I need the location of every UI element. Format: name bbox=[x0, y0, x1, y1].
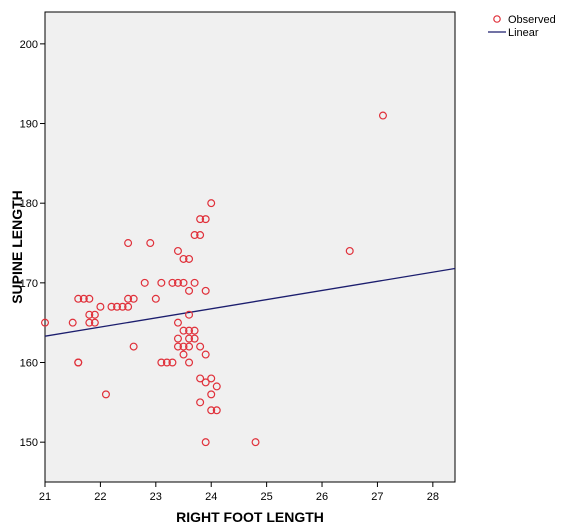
observed-point bbox=[185, 310, 194, 319]
linear-fit-line bbox=[45, 267, 455, 337]
legend-observed-marker bbox=[493, 15, 501, 23]
observed-point bbox=[168, 358, 177, 367]
observed-point bbox=[113, 302, 122, 311]
observed-point bbox=[179, 278, 188, 287]
points-layer bbox=[40, 111, 387, 447]
y-axis-title: SUPINE LENGTH bbox=[9, 190, 25, 304]
legend-observed-label: Observed bbox=[508, 14, 556, 26]
observed-point bbox=[85, 294, 94, 303]
observed-point bbox=[345, 246, 354, 255]
observed-point bbox=[185, 254, 194, 263]
legend: Observed Linear bbox=[488, 14, 556, 39]
observed-point bbox=[124, 294, 133, 303]
observed-point bbox=[185, 334, 194, 343]
observed-point bbox=[207, 199, 216, 208]
observed-point bbox=[79, 294, 88, 303]
observed-point bbox=[168, 278, 177, 287]
observed-point bbox=[162, 358, 171, 367]
observed-point bbox=[90, 310, 99, 319]
observed-point bbox=[173, 342, 182, 351]
observed-point bbox=[201, 215, 210, 224]
observed-point bbox=[179, 342, 188, 351]
legend-linear-label: Linear bbox=[508, 27, 539, 39]
observed-point bbox=[207, 390, 216, 399]
observed-point bbox=[40, 318, 49, 327]
y-tick-label: 160 bbox=[20, 358, 38, 370]
observed-point bbox=[179, 326, 188, 335]
observed-point bbox=[74, 294, 83, 303]
observed-point bbox=[378, 111, 387, 120]
observed-point bbox=[85, 318, 94, 327]
observed-point bbox=[96, 302, 105, 311]
observed-point bbox=[124, 302, 133, 311]
observed-point bbox=[173, 246, 182, 255]
observed-point bbox=[212, 382, 221, 391]
x-tick-label: 25 bbox=[260, 491, 272, 503]
observed-point bbox=[190, 334, 199, 343]
observed-point bbox=[196, 398, 205, 407]
y-tick-label: 170 bbox=[20, 278, 38, 290]
observed-point bbox=[179, 254, 188, 263]
y-tick-label: 180 bbox=[20, 198, 38, 210]
x-tick-label: 26 bbox=[316, 491, 328, 503]
observed-point bbox=[146, 239, 155, 248]
observed-point bbox=[185, 358, 194, 367]
x-axis-title: RIGHT FOOT LENGTH bbox=[176, 509, 324, 525]
observed-point bbox=[251, 438, 260, 447]
plot-background bbox=[44, 11, 456, 483]
observed-point bbox=[157, 358, 166, 367]
x-tick-label: 21 bbox=[39, 491, 51, 503]
observed-point bbox=[196, 231, 205, 240]
observed-point bbox=[207, 406, 216, 415]
x-axis: 21 22 23 24 25 26 27 28 bbox=[39, 482, 439, 503]
observed-point bbox=[196, 215, 205, 224]
observed-point bbox=[201, 438, 210, 447]
observed-point bbox=[185, 286, 194, 295]
observed-point bbox=[74, 358, 83, 367]
x-tick-label: 23 bbox=[150, 491, 162, 503]
observed-point bbox=[90, 318, 99, 327]
observed-point bbox=[157, 278, 166, 287]
observed-point bbox=[140, 278, 149, 287]
observed-point bbox=[196, 342, 205, 351]
observed-point bbox=[101, 390, 110, 399]
observed-point bbox=[173, 318, 182, 327]
observed-point bbox=[85, 310, 94, 319]
observed-point bbox=[201, 378, 210, 387]
x-tick-label: 27 bbox=[371, 491, 383, 503]
fit-line-layer bbox=[45, 267, 455, 337]
observed-point bbox=[129, 342, 138, 351]
observed-point bbox=[173, 278, 182, 287]
observed-point bbox=[207, 374, 216, 383]
y-tick-label: 200 bbox=[20, 39, 38, 51]
x-tick-label: 22 bbox=[94, 491, 106, 503]
observed-point bbox=[107, 302, 116, 311]
observed-point bbox=[190, 231, 199, 240]
y-tick-label: 150 bbox=[20, 437, 38, 449]
observed-point bbox=[173, 334, 182, 343]
observed-point bbox=[201, 286, 210, 295]
x-tick-label: 28 bbox=[427, 491, 439, 503]
observed-point bbox=[118, 302, 127, 311]
observed-point bbox=[151, 294, 160, 303]
observed-point bbox=[129, 294, 138, 303]
observed-point bbox=[201, 350, 210, 359]
observed-point bbox=[68, 318, 77, 327]
observed-point bbox=[179, 350, 188, 359]
observed-point bbox=[190, 326, 199, 335]
observed-point bbox=[124, 239, 133, 248]
observed-point bbox=[196, 374, 205, 383]
observed-point bbox=[185, 342, 194, 351]
y-tick-label: 190 bbox=[20, 119, 38, 131]
y-axis: 150 160 170 180 190 200 bbox=[20, 39, 45, 449]
observed-point bbox=[185, 326, 194, 335]
x-tick-label: 24 bbox=[205, 491, 217, 503]
observed-point bbox=[190, 278, 199, 287]
observed-point bbox=[212, 406, 221, 415]
